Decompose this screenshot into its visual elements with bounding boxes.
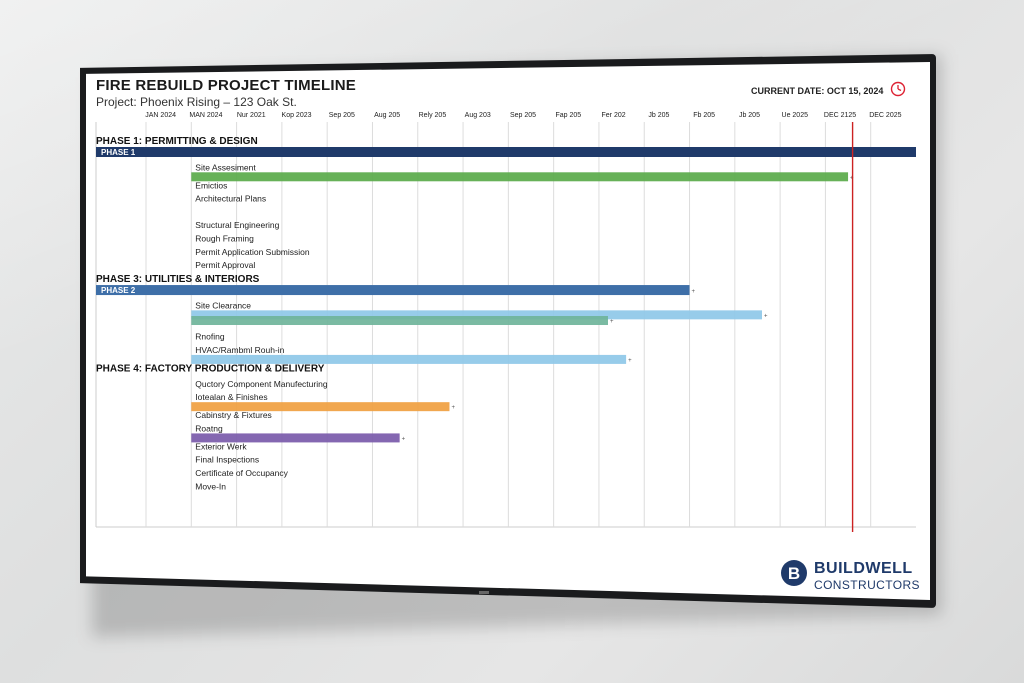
x-tick-label: DEC 2025 [869, 112, 901, 119]
bar-end-marker: + [692, 289, 696, 295]
x-tick-label: Jb 205 [739, 112, 760, 119]
phase-bar-label: PHASE 1 [101, 148, 136, 157]
current-date-label: CURRENT DATE: OCT 15, 2024 [751, 86, 884, 96]
tv-screen: FIRE REBUILD PROJECT TIMELINE Project: P… [86, 62, 930, 600]
task-label: Architectural Plans [195, 194, 266, 204]
task-label: Quctory Component Manufecturing [195, 379, 328, 389]
phase-heading: PHASE 3: UTILITIES & INTERIORS [96, 274, 260, 285]
x-tick-label: Aug 203 [465, 112, 491, 119]
task-label: Roatng [195, 423, 223, 433]
task-label: Move-In [195, 481, 226, 491]
x-tick-label: Jb 205 [648, 112, 669, 119]
x-tick-label: Fer 202 [602, 112, 626, 119]
x-tick-label: Fb 205 [693, 112, 715, 119]
x-tick-label: Ue 2025 [782, 112, 809, 119]
task-label: Site Assesiment [195, 162, 256, 172]
task-label: Rough Framing [195, 233, 254, 243]
task-bar [191, 402, 450, 412]
x-tick-label: Kop 2023 [282, 112, 312, 119]
task-label: Cabinstry & Fixtures [195, 410, 272, 420]
task-label: Emictios [195, 180, 227, 190]
task-label: Site Clearance [195, 300, 251, 310]
task-label: Certificate of Occupancy [195, 468, 288, 478]
chart-subtitle: Project: Phoenix Rising – 123 Oak St. [96, 95, 297, 109]
phase-heading: PHASE 1: PERMITTING & DESIGN [96, 136, 258, 147]
tv-brand-mark [479, 591, 489, 594]
task-label: Rnofing [195, 332, 225, 342]
task-label: Permit Approval [195, 260, 255, 270]
bar-end-marker: + [628, 358, 632, 364]
x-tick-label: Sep 205 [329, 112, 355, 119]
phase-bar [96, 147, 916, 157]
brand-subname: CONSTRUCTORS [814, 578, 920, 592]
phase-bar-label: PHASE 2 [101, 286, 136, 295]
task-label: Permit Application Submission [195, 247, 310, 257]
bar-end-marker: + [610, 319, 614, 325]
x-tick-label: DEC 2125 [824, 112, 856, 119]
task-label: Structural Engineering [195, 220, 279, 230]
task-bar [191, 354, 627, 364]
gantt-chart: JAN 2024 MAN 2024 Nur 2021 Kop 2023 Sep 205 A… [95, 112, 916, 532]
bar-end-marker: + [764, 313, 768, 319]
task-label: Final Inspections [195, 455, 259, 465]
x-tick-label: Nur 2021 [237, 112, 266, 119]
task-bar [191, 172, 849, 182]
bar-end-marker: + [451, 405, 455, 411]
task-label: HVAC/Rambml Rouh-in [195, 345, 284, 355]
logo-letter: B [788, 564, 800, 583]
buildwell-logo-icon: B [781, 560, 807, 586]
phase-bar [96, 285, 690, 296]
x-tick-label: JAN 2024 [145, 112, 176, 119]
clock-icon [890, 81, 906, 97]
x-tick-label: MAN 2024 [189, 112, 222, 119]
x-tick-label: Sep 205 [510, 112, 536, 119]
task-bar [191, 310, 762, 320]
chart-title: FIRE REBUILD PROJECT TIMELINE [96, 77, 356, 94]
phase-heading: PHASE 4: FACTORY PRODUCTION & DELIVERY [96, 364, 325, 375]
x-tick-label: Aug 205 [374, 112, 400, 119]
x-tick-label: Rely 205 [419, 112, 447, 119]
task-bar [191, 433, 400, 443]
x-tick-label: Fap 205 [555, 112, 581, 119]
brand-name: BUILDWELL [814, 560, 913, 577]
bar-end-marker: + [402, 436, 406, 442]
task-label: Iotealan & Finishes [195, 392, 267, 402]
task-label: Exterior Werk [195, 441, 247, 451]
task-bar [191, 316, 608, 326]
